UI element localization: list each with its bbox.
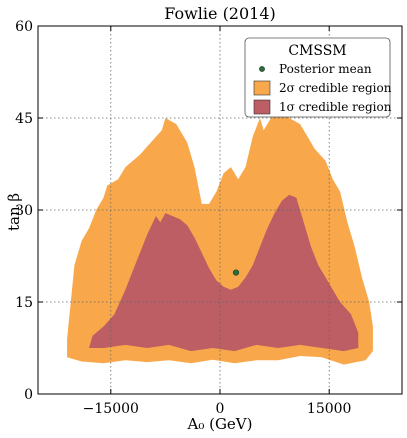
y-tick-label: 15	[15, 295, 33, 311]
y-tick-label: 45	[15, 111, 33, 127]
posterior-mean-point	[232, 269, 240, 276]
y-tick-label: 0	[24, 387, 33, 403]
x-tick-label: −15000	[83, 401, 139, 417]
legend-box	[244, 37, 391, 118]
legend-entry-label: 1σ credible region	[279, 100, 392, 114]
y-tick-label: 30	[15, 203, 33, 219]
x-axis-title: A₀ (GeV)	[186, 415, 252, 433]
legend: CMSSM Posterior mean 2σ credible region 1σ …	[244, 37, 392, 118]
x-tick-label: 15000	[307, 401, 352, 417]
legend-entry-label: Posterior mean	[279, 62, 372, 76]
chart-title: Fowlie (2014)	[164, 4, 276, 23]
plot-area: −15000 0 15000 0 15 30 45 60	[15, 19, 403, 417]
x-tick-label: 0	[216, 401, 225, 417]
region-1sigma	[89, 194, 359, 352]
legend-marker-patch	[253, 80, 271, 96]
legend-title: CMSSM	[288, 43, 346, 59]
y-tick-label: 60	[15, 19, 33, 35]
legend-entry-label: 2σ credible region	[279, 81, 392, 95]
legend-marker-point	[259, 66, 265, 72]
legend-marker-patch	[253, 99, 271, 115]
y-axis-title: tan β	[5, 193, 23, 231]
